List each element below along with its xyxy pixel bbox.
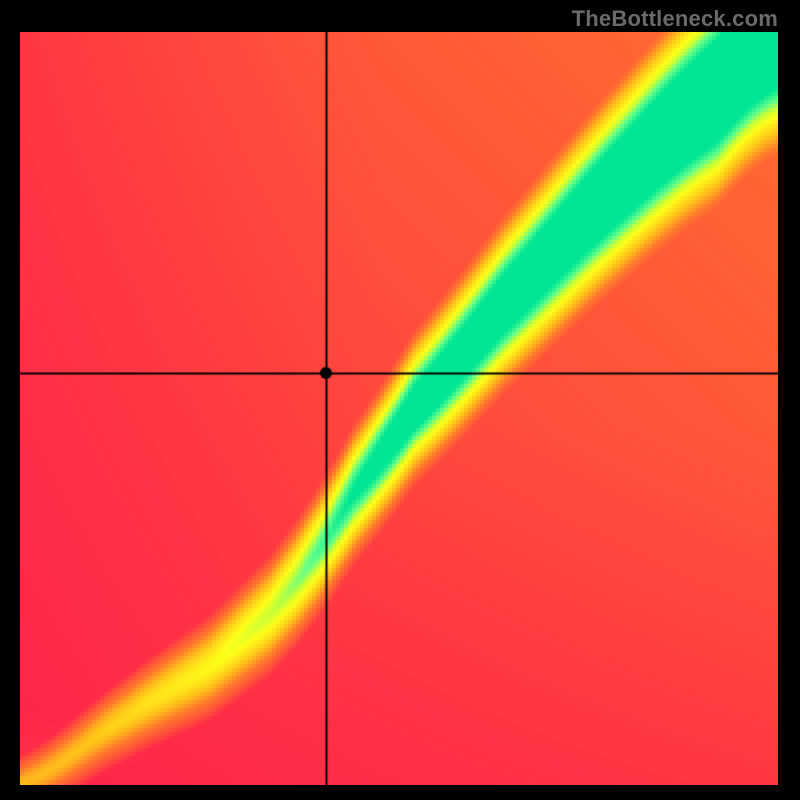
watermark-text: TheBottleneck.com <box>572 6 778 32</box>
bottleneck-heatmap <box>20 32 778 785</box>
